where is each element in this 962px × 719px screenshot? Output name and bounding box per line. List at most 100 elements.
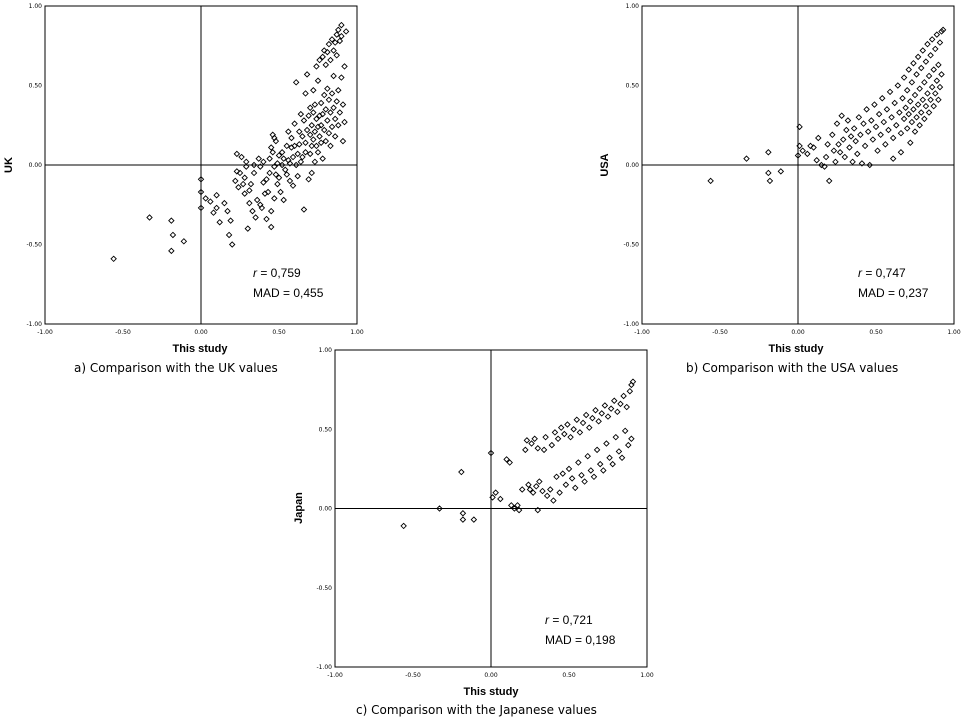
data-point: [523, 437, 531, 444]
y-tick-label: 1.00: [626, 3, 640, 10]
data-point: [841, 153, 849, 161]
data-point: [615, 448, 623, 455]
data-point: [600, 467, 607, 474]
data-point: [514, 502, 521, 509]
data-point: [889, 155, 897, 162]
data-point: [852, 137, 859, 145]
data-point: [846, 144, 853, 151]
data-point: [278, 161, 286, 169]
data-point: [250, 161, 258, 169]
data-point: [818, 161, 825, 169]
data-point: [267, 144, 275, 151]
data-point: [913, 71, 920, 78]
data-point: [280, 155, 287, 162]
data-point: [308, 122, 315, 129]
x-tick-label: 1.00: [350, 329, 364, 336]
data-point: [601, 402, 609, 409]
data-point: [938, 28, 945, 35]
data-point: [930, 66, 937, 73]
data-point: [924, 90, 931, 97]
data-point: [543, 492, 551, 500]
data-point: [294, 172, 301, 180]
data-point: [540, 446, 548, 454]
data-point: [299, 153, 306, 161]
data-point: [551, 429, 559, 436]
data-point: [918, 109, 925, 116]
data-point: [886, 88, 894, 96]
data-point: [319, 110, 326, 118]
data-point: [308, 169, 315, 177]
data-point: [596, 460, 604, 468]
data-point: [458, 468, 465, 476]
correlation-symbol: r: [858, 266, 863, 280]
mad-annotation: MAD = 0,237: [858, 286, 929, 300]
scatter-plot-japan: -1.00 -0.50 0.00 0.50 1.00 1.00 0.50 0.00 -0.50 -…: [293, 347, 654, 698]
data-point: [317, 139, 325, 146]
data-point: [533, 483, 540, 490]
data-point: [249, 207, 256, 215]
y-tick-label: -1.00: [316, 664, 332, 671]
data-point: [850, 125, 858, 132]
data-point: [539, 487, 546, 495]
data-point: [288, 134, 295, 142]
data-point: [603, 440, 610, 447]
data-point: [548, 441, 556, 449]
data-point: [292, 161, 300, 169]
y-tick-label: 1.00: [29, 3, 43, 10]
data-point: [238, 153, 245, 161]
data-point: [299, 133, 306, 140]
data-point: [903, 125, 911, 132]
data-point: [331, 39, 339, 46]
x-tick-label: 1.00: [640, 672, 654, 679]
data-point: [879, 94, 886, 102]
data-point: [794, 152, 802, 159]
data-point: [525, 481, 532, 488]
data-point: [611, 397, 618, 404]
data-point: [925, 72, 933, 80]
data-point: [271, 195, 278, 202]
data-point: [907, 139, 914, 146]
data-point: [578, 471, 585, 479]
correlation-annotation: r = 0,759: [253, 266, 301, 280]
scatter-plot-uk: -1.00 -0.50 0.00 0.50 1.00 1.00 0.50 0.00 -0.50 -…: [3, 3, 364, 355]
data-point: [244, 225, 252, 232]
data-point: [556, 489, 563, 496]
x-tick-label: 0.00: [194, 329, 208, 336]
data-point: [922, 102, 930, 110]
data-point: [327, 142, 334, 150]
data-point: [258, 204, 266, 212]
data-point: [907, 98, 914, 105]
data-point: [253, 196, 261, 204]
data-point: [324, 48, 331, 56]
data-point: [339, 101, 347, 108]
data-point: [339, 137, 347, 145]
data-point: [900, 74, 908, 81]
data-point: [930, 102, 937, 110]
data-point: [321, 126, 328, 134]
data-point: [228, 241, 236, 248]
data-point: [330, 72, 337, 80]
data-point: [282, 166, 289, 174]
data-point: [614, 408, 621, 416]
data-point: [914, 53, 922, 61]
data-point: [269, 149, 276, 156]
data-point: [609, 460, 616, 468]
data-point: [557, 424, 565, 431]
data-point: [911, 128, 919, 135]
data-point: [623, 403, 630, 411]
data-point: [897, 129, 905, 137]
data-point: [777, 168, 785, 175]
data-point: [236, 169, 244, 177]
data-point: [857, 131, 864, 139]
data-point: [568, 475, 576, 482]
data-point: [319, 53, 326, 61]
data-point: [572, 484, 579, 492]
data-point: [246, 199, 253, 207]
x-axis-label: This study: [463, 686, 519, 698]
data-point: [838, 112, 845, 119]
data-point: [531, 435, 538, 442]
data-point: [564, 421, 571, 428]
data-point: [310, 136, 317, 143]
y-tick-label: -1.00: [26, 321, 42, 328]
data-point: [146, 214, 153, 221]
